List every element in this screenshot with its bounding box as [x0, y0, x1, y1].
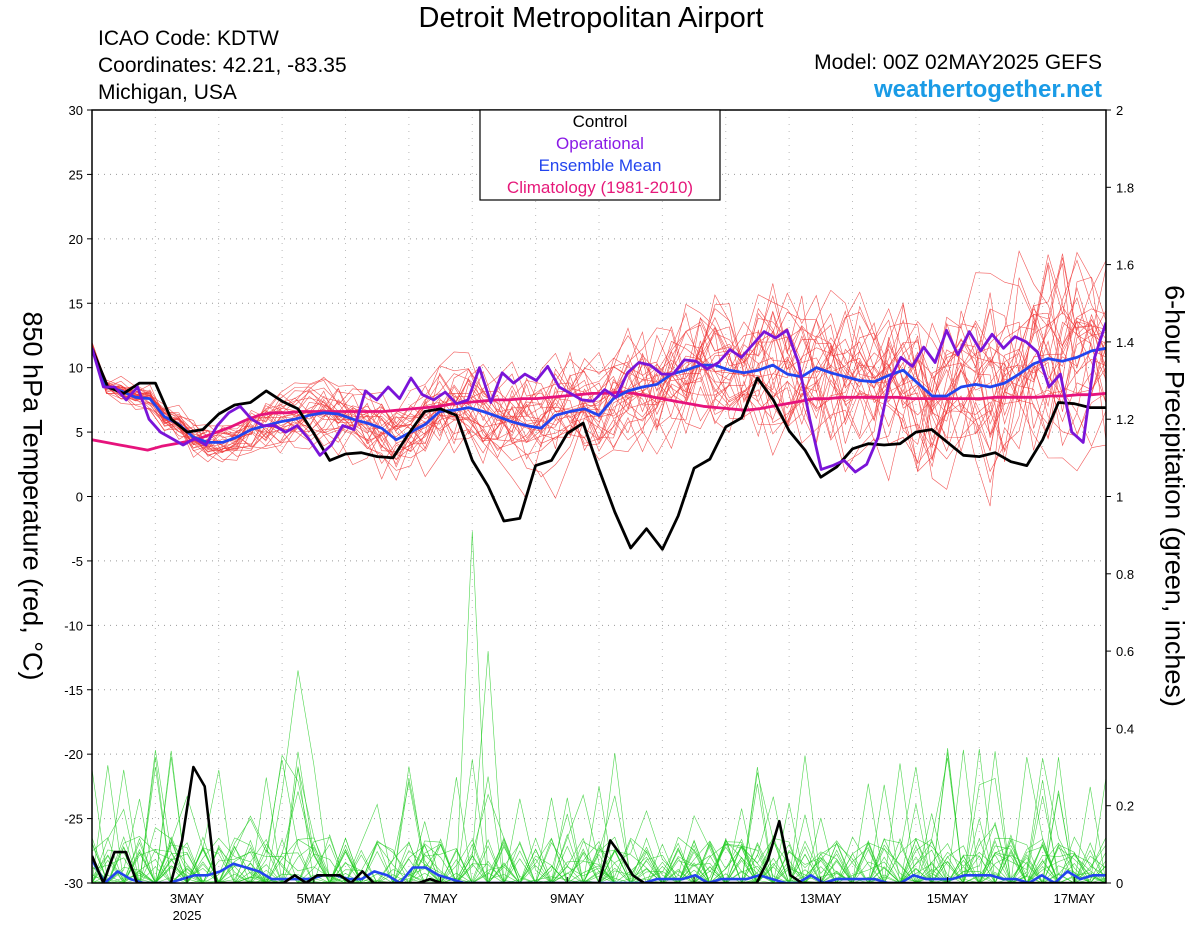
coordinates: Coordinates: 42.21, -83.35: [98, 54, 347, 77]
right-tick-label: 0: [1116, 876, 1123, 891]
precipitation-member-line: [92, 777, 1106, 883]
precipitation-member-line: [92, 766, 1106, 883]
left-tick-label: 0: [76, 490, 83, 505]
x-tick-label: 13MAY: [800, 891, 842, 906]
precipitation-member-line: [92, 757, 1106, 883]
right-tick-label: 0.6: [1116, 644, 1134, 659]
precipitation-member-line: [92, 651, 1106, 883]
left-tick-label: -30: [64, 876, 83, 891]
temperature-member-line: [92, 304, 1106, 446]
right-tick-label: 1.2: [1116, 412, 1134, 427]
model-run: Model: 00Z 02MAY2025 GEFS: [814, 51, 1102, 74]
right-tick-label: 1: [1116, 490, 1123, 505]
grid-lines: [92, 110, 1106, 883]
ensemble-mean-line: [92, 346, 1106, 444]
left-tick-label: 25: [69, 167, 83, 182]
temperature-member-line: [92, 318, 1106, 472]
site-link[interactable]: weathertogether.net: [873, 76, 1102, 103]
chart-title: Detroit Metropolitan Airport: [418, 2, 764, 34]
right-tick-label: 1.4: [1116, 335, 1134, 350]
left-tick-label: 30: [69, 103, 83, 118]
legend-entry: Ensemble Mean: [539, 156, 662, 175]
right-tick-label: 1.6: [1116, 258, 1134, 273]
left-tick-label: -5: [71, 554, 83, 569]
temperature-member-line: [92, 292, 1106, 440]
x-tick-label: 7MAY: [423, 891, 458, 906]
precipitation-member-line: [92, 751, 1106, 883]
axes: 302520151050-5-10-15-20-25-3021.81.61.41…: [64, 103, 1134, 923]
right-tick-label: 0.8: [1116, 567, 1134, 582]
x-tick-label: 9MAY: [550, 891, 585, 906]
x-tick-label: 11MAY: [674, 891, 715, 906]
legend-entry: Control: [573, 112, 628, 131]
x-tick-label: 5MAY: [297, 891, 332, 906]
region: Michigan, USA: [98, 81, 237, 104]
operational-line: [92, 322, 1106, 474]
temperature-member-line: [92, 251, 1106, 461]
right-tick-label: 0.4: [1116, 721, 1134, 736]
precipitation-member-line: [92, 837, 1106, 883]
left-tick-label: -10: [64, 618, 83, 633]
left-tick-label: 5: [76, 425, 83, 440]
legend-entry: Operational: [556, 134, 644, 153]
control-line: [92, 347, 1106, 551]
x-tick-label: 17MAY: [1053, 891, 1095, 906]
precipitation-member-line: [92, 838, 1106, 883]
temperature-member-line: [92, 253, 1106, 456]
series-lines: [92, 322, 1106, 883]
precipitation-member-line: [92, 766, 1106, 883]
temperature-member-line: [92, 305, 1106, 490]
right-tick-label: 0.2: [1116, 799, 1134, 814]
temperature-member-line: [92, 310, 1106, 478]
right-tick-label: 1.8: [1116, 180, 1134, 195]
x-tick-year: 2025: [173, 908, 202, 923]
left-tick-label: 15: [69, 296, 83, 311]
temperature-member-line: [92, 295, 1106, 460]
x-tick-label: 3MAY: [170, 891, 205, 906]
legend-box: [479, 109, 721, 201]
precipitation-members: [92, 531, 1106, 883]
precipitation-member-line: [92, 750, 1106, 883]
precipitation-member-line: [92, 755, 1106, 883]
left-tick-label: -20: [64, 747, 83, 762]
mean-precip-line: [92, 859, 1106, 883]
temperature-member-line: [92, 291, 1106, 481]
x-tick-label: 15MAY: [927, 891, 969, 906]
temperature-member-line: [92, 283, 1106, 452]
icao-code: ICAO Code: KDTW: [98, 27, 279, 50]
legend-entry: Climatology (1981-2010): [507, 178, 693, 197]
precipitation-member-line: [92, 748, 1106, 883]
legend: Control Operational Ensemble Mean Climatolo…: [479, 109, 721, 201]
left-tick-label: -25: [64, 812, 83, 827]
climatology-line: [92, 390, 1106, 452]
left-tick-label: 10: [69, 361, 83, 376]
right-tick-label: 2: [1116, 103, 1123, 118]
precipitation-member-line: [92, 752, 1106, 883]
left-tick-label: 20: [69, 232, 83, 247]
plot-frame: [91, 109, 1107, 884]
temperature-member-line: [92, 259, 1106, 499]
left-tick-label: -15: [64, 683, 83, 698]
precipitation-member-line: [92, 803, 1106, 883]
precipitation-member-line: [92, 757, 1106, 883]
precipitation-member-line: [92, 794, 1106, 883]
